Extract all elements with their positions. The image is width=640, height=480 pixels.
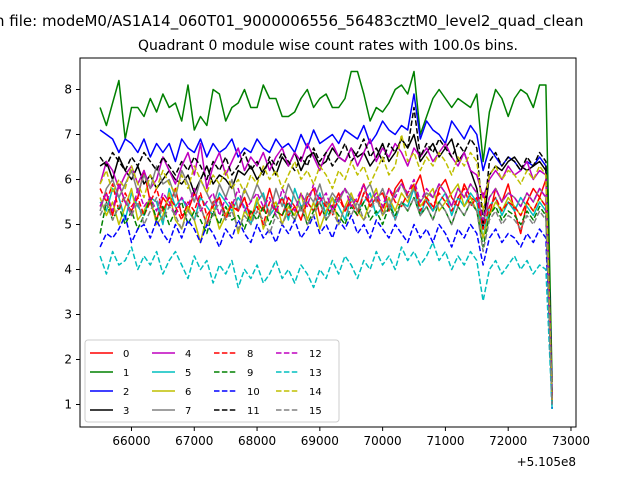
series-layer: [99, 70, 553, 410]
series-line-11: [99, 106, 553, 396]
y-tick-label: 5: [64, 218, 72, 232]
x-tick-label: 68000: [238, 434, 276, 448]
legend-box: [84, 339, 340, 423]
legend-label-0: 0: [123, 349, 129, 360]
legend-label-5: 5: [185, 368, 191, 379]
x-tick-label: 69000: [301, 434, 339, 448]
legend-label-4: 4: [185, 349, 191, 360]
series-line-8: [99, 183, 553, 401]
legend-label-1: 1: [123, 368, 129, 379]
legend-label-8: 8: [247, 349, 253, 360]
y-tick-label: 6: [64, 173, 72, 187]
legend-label-3: 3: [123, 406, 129, 417]
y-tick-label: 7: [64, 128, 72, 142]
y-tick-label: 1: [64, 398, 72, 412]
x-axis: 66000 67000 68000 69000 70000 71000 72000 73000: [112, 427, 590, 448]
y-tick-label: 4: [64, 263, 72, 277]
series-line-3: [99, 133, 553, 401]
legend-label-14: 14: [309, 387, 322, 398]
x-tick-label: 72000: [489, 434, 527, 448]
legend-label-9: 9: [247, 368, 253, 379]
legend-label-15: 15: [309, 406, 322, 417]
y-tick-label: 3: [64, 308, 72, 322]
x-tick-label: 67000: [175, 434, 213, 448]
x-tick-label: 71000: [426, 434, 464, 448]
legend-label-2: 2: [123, 387, 129, 398]
series-line-12: [99, 178, 553, 401]
x-tick-label: 70000: [364, 434, 402, 448]
x-tick-label: 73000: [552, 434, 590, 448]
axes-frame: [79, 57, 577, 428]
legend-label-6: 6: [185, 387, 191, 398]
legend-label-7: 7: [185, 406, 191, 417]
legend-label-11: 11: [247, 406, 260, 417]
series-line-15: [99, 196, 553, 405]
series-line-2: [99, 93, 553, 392]
x-tick-label: 66000: [112, 434, 150, 448]
series-line-9: [99, 196, 553, 405]
x-offset-label: +5.105e8: [517, 455, 576, 469]
series-line-5: [99, 187, 553, 410]
legend-label-10: 10: [247, 387, 260, 398]
legend-label-13: 13: [309, 368, 322, 379]
series-line-13: [99, 241, 553, 410]
y-tick-label: 2: [64, 353, 72, 367]
chart-title: Quadrant 0 module wise count rates with …: [138, 38, 518, 54]
series-line-1: [99, 70, 553, 383]
legend-label-12: 12: [309, 349, 322, 360]
y-axis: 1 2 3 4 5 6 7 8: [64, 83, 80, 412]
suptitle: n file: modeM0/AS1A14_060T01_9000006556_…: [0, 12, 584, 31]
series-line-14: [99, 133, 553, 401]
series-line-10: [99, 214, 553, 410]
y-tick-label: 8: [64, 83, 72, 97]
